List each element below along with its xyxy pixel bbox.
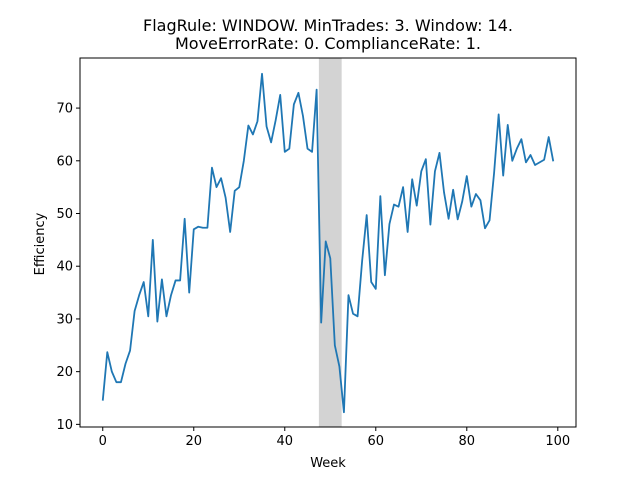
chart-title-line-1: FlagRule: WINDOW. MinTrades: 3. Window: … bbox=[143, 16, 513, 35]
y-tick-label: 50 bbox=[56, 207, 73, 222]
x-tick-label: 80 bbox=[459, 434, 476, 449]
shaded-region bbox=[318, 58, 342, 427]
y-axis-label: Efficiency bbox=[33, 212, 48, 275]
y-tick-label: 60 bbox=[56, 154, 73, 169]
x-tick-label: 0 bbox=[99, 434, 107, 449]
plot-area bbox=[79, 57, 577, 428]
x-tick-label: 20 bbox=[185, 434, 202, 449]
series-line bbox=[101, 72, 555, 414]
x-axis-label: Week bbox=[310, 456, 346, 471]
x-tick-label: 60 bbox=[368, 434, 385, 449]
x-tick-label: 100 bbox=[545, 434, 570, 449]
y-tick-label: 70 bbox=[56, 102, 73, 117]
plot-frame bbox=[79, 57, 577, 428]
axis-ticks: 0 20 40 60 80 100 10 20 30 40 50 60 70 bbox=[56, 102, 570, 449]
y-tick-label: 20 bbox=[56, 365, 73, 380]
chart-title-line-2: MoveErrorRate: 0. ComplianceRate: 1. bbox=[175, 34, 481, 53]
y-tick-label: 30 bbox=[56, 312, 73, 327]
y-tick-label: 10 bbox=[56, 418, 73, 433]
y-tick-label: 40 bbox=[56, 260, 73, 275]
x-tick-label: 40 bbox=[276, 434, 293, 449]
